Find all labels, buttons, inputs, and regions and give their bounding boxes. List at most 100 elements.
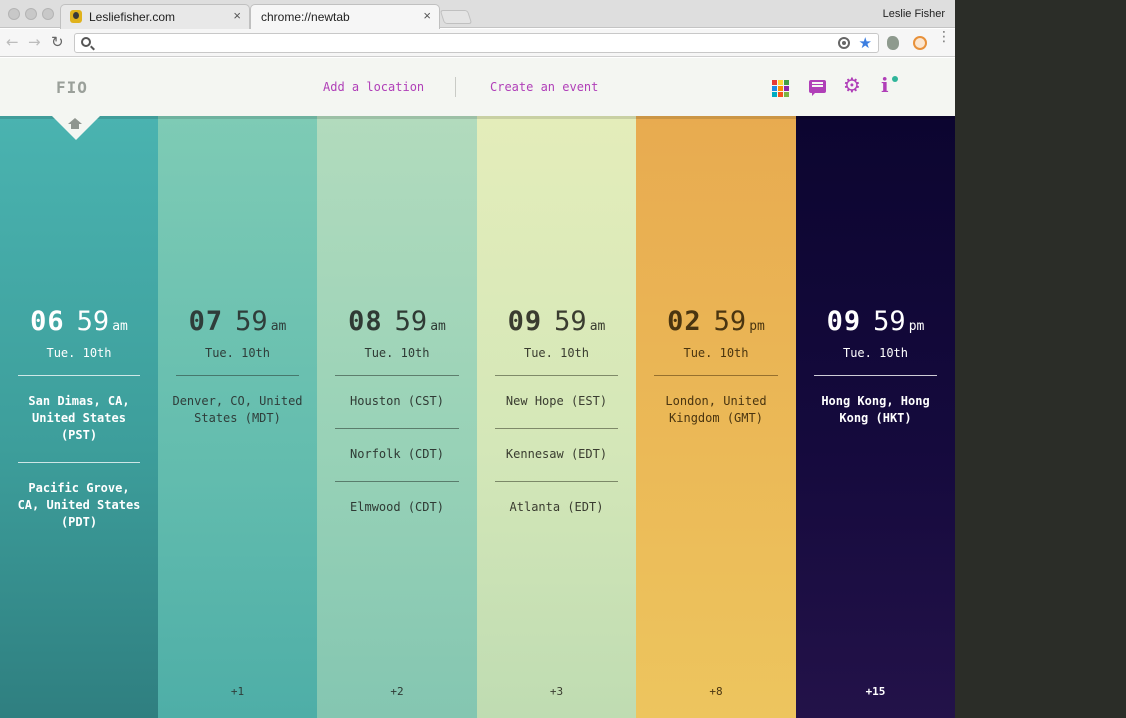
city-name[interactable]: Atlanta (EDT) — [509, 500, 604, 514]
clock-ampm: pm — [749, 319, 765, 334]
info-icon[interactable]: i — [881, 73, 889, 97]
window-close-button[interactable] — [8, 8, 20, 20]
window-minimize-button[interactable] — [25, 8, 37, 20]
city-name[interactable]: Denver, CO, United States (MDT) — [172, 394, 303, 425]
clock-minutes: 59 — [76, 306, 110, 337]
clock-minutes: 59 — [554, 306, 587, 337]
clock-ampm: pm — [908, 319, 925, 334]
extension-icon[interactable] — [913, 36, 927, 50]
gear-icon[interactable]: ⚙ — [843, 73, 861, 97]
apps-grid-square — [772, 80, 777, 85]
clock-hours: 06 — [30, 306, 65, 337]
apps-grid-square — [784, 86, 789, 91]
notification-dot — [892, 76, 898, 82]
create-event-link[interactable]: Create an event — [490, 80, 599, 94]
more-locations-count[interactable]: +8 — [709, 685, 723, 698]
back-button[interactable]: ← — [6, 33, 19, 51]
city-name[interactable]: Norfolk (CDT) — [350, 447, 444, 461]
tab-lesliefisher[interactable]: Lesliefisher.com × — [60, 4, 250, 29]
new-tab-button[interactable] — [439, 10, 473, 24]
clock-time: 09 59 am — [477, 306, 636, 337]
location-icon[interactable] — [838, 37, 850, 49]
clock-ampm: am — [270, 319, 287, 334]
evernote-extension-icon[interactable] — [887, 36, 899, 50]
tab-newtab[interactable]: chrome://newtab × — [250, 4, 440, 29]
apps-grid-square — [784, 80, 789, 85]
clock-minutes: 59 — [873, 306, 906, 337]
tab-title: chrome://newtab — [261, 10, 350, 24]
divider — [18, 462, 140, 463]
window-zoom-button[interactable] — [42, 8, 54, 20]
more-locations-count[interactable]: +2 — [390, 685, 404, 698]
city-name[interactable]: Pacific Grove, CA, United States (PDT) — [17, 481, 141, 529]
city-name[interactable]: New Hope (EST) — [505, 394, 608, 408]
tab-title: Lesliefisher.com — [89, 10, 176, 24]
clock-date: Tue. 10th — [204, 346, 271, 360]
clock-date: Tue. 10th — [842, 346, 909, 360]
columns-top-edge — [0, 116, 955, 119]
timezone-column[interactable]: 09 59 pm Tue. 10th Hong Kong, Hong Kong (HKT… — [796, 116, 955, 718]
more-locations-count[interactable]: +3 — [549, 685, 564, 698]
add-location-link[interactable]: Add a location — [323, 80, 425, 94]
app-header: FIO Add a location Create an event ⚙ i — [0, 58, 955, 116]
divider — [654, 375, 778, 376]
profile-name[interactable]: Leslie Fisher — [882, 8, 945, 20]
clock-date: Tue. 10th — [523, 346, 590, 360]
clock-hours: 09 — [507, 306, 543, 337]
browser-window: Lesliefisher.com × chrome://newtab × Les… — [0, 0, 955, 718]
city-name[interactable]: Houston (CST) — [350, 394, 444, 408]
reload-button[interactable]: ↻ — [51, 33, 64, 51]
timezone-column[interactable]: 02 59 pm Tue. 10th London, United Kingdom (G… — [636, 116, 796, 718]
tab-close-icon[interactable]: × — [233, 8, 241, 23]
apps-grid-square — [778, 80, 783, 85]
lesliefisher-favicon-icon — [70, 10, 82, 23]
timezone-column[interactable]: 07 59 am Tue. 10th Denver, CO, United States… — [158, 116, 317, 718]
divider — [335, 428, 459, 429]
chat-icon[interactable] — [809, 80, 826, 96]
apps-grid-square — [772, 86, 777, 91]
clock-date: Tue. 10th — [46, 346, 112, 360]
apps-grid-square — [772, 92, 777, 97]
browser-menu-icon[interactable]: ⋮ — [937, 29, 951, 45]
city-name[interactable]: Elmwood (CDT) — [350, 500, 444, 514]
city-name[interactable]: San Dimas, CA, United States (PST) — [28, 394, 130, 442]
clock-time: 07 59 am — [158, 306, 317, 337]
timezone-column[interactable]: 09 59 am Tue. 10th New Hope (EST) Kennesaw (E… — [477, 116, 636, 718]
more-locations-count[interactable]: +15 — [865, 685, 886, 698]
divider — [495, 428, 618, 429]
clock-minutes: 59 — [713, 306, 747, 337]
browser-toolbar: ← → ↻ ★ ⋮ — [0, 29, 955, 57]
clock-time: 09 59 pm — [796, 306, 955, 337]
clock-hours: 08 — [348, 306, 383, 337]
clock-ampm: am — [589, 319, 606, 334]
clock-date: Tue. 10th — [364, 346, 430, 360]
apps-grid-square — [784, 92, 789, 97]
timezone-column[interactable]: 06 59 am Tue. 10th San Dimas, CA, United Sta… — [0, 116, 158, 718]
clock-time: 08 59 am — [317, 306, 477, 337]
more-locations-count[interactable]: +1 — [230, 685, 245, 698]
clock-hours: 07 — [188, 306, 224, 337]
city-name[interactable]: London, United Kingdom (GMT) — [665, 394, 767, 425]
address-bar[interactable]: ★ — [74, 33, 879, 53]
tab-close-icon[interactable]: × — [423, 8, 431, 23]
clock-ampm: am — [112, 319, 128, 334]
clock-ampm: am — [430, 319, 446, 334]
city-name[interactable]: Kennesaw (EDT) — [505, 447, 608, 461]
divider — [335, 375, 459, 376]
divider — [335, 481, 459, 482]
clock-date: Tue. 10th — [683, 346, 749, 360]
divider — [814, 375, 937, 376]
forward-button[interactable]: → — [28, 33, 41, 51]
home-icon — [68, 118, 82, 130]
timezone-columns: 06 59 am Tue. 10th San Dimas, CA, United Sta… — [0, 116, 955, 718]
app-logo[interactable]: FIO — [56, 78, 88, 97]
city-name[interactable]: Hong Kong, Hong Kong (HKT) — [821, 394, 930, 425]
clock-minutes: 59 — [235, 306, 268, 337]
timezone-column[interactable]: 08 59 am Tue. 10th Houston (CST) Norfolk (CDT… — [317, 116, 477, 718]
apps-grid-icon[interactable] — [772, 80, 789, 97]
divider — [18, 375, 140, 376]
clock-hours: 02 — [667, 306, 702, 337]
bookmark-star-icon[interactable]: ★ — [858, 34, 872, 52]
apps-grid-square — [778, 86, 783, 91]
tab-strip: Lesliefisher.com × chrome://newtab × Les… — [0, 0, 955, 29]
